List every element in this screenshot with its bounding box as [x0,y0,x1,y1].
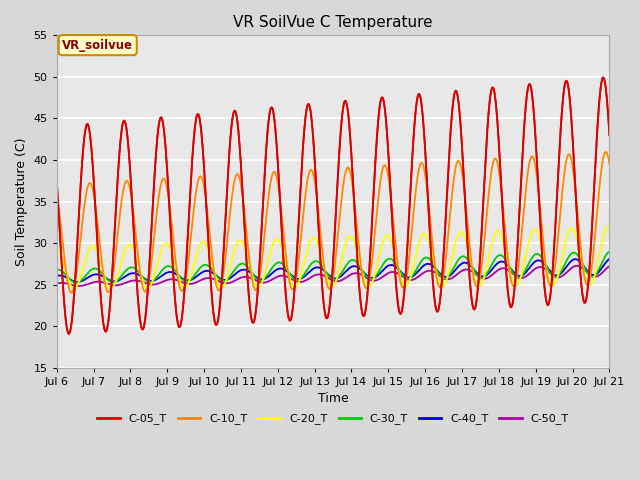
Line: C-50_T: C-50_T [57,266,609,286]
C-05_T [116,144,124,150]
C-05_T [599,74,607,80]
C-30_T [289,275,297,280]
Y-axis label: Soil Temperature (C): Soil Temperature (C) [15,137,28,266]
C-05_T [53,178,61,183]
C-05_T [265,116,273,121]
C-10_T [53,192,61,198]
C-20_T [605,224,612,229]
C-50_T [536,264,543,270]
C-10_T [536,196,543,202]
C-40_T [265,273,273,279]
C-30_T [536,252,543,258]
C-30_T [265,270,273,276]
C-40_T [595,269,603,275]
Line: C-05_T: C-05_T [57,77,609,334]
C-10_T [149,248,157,253]
C-05_T [289,305,297,311]
C-50_T [595,273,603,278]
C-20_T [289,282,297,288]
C-40_T [289,274,297,279]
C-50_T [289,277,297,283]
Line: C-40_T: C-40_T [57,259,609,282]
C-50_T [265,278,273,284]
Line: C-20_T: C-20_T [57,227,609,289]
C-20_T [595,255,603,261]
C-30_T [595,266,603,272]
C-50_T [75,283,83,289]
C-10_T [116,212,124,217]
C-10_T [289,287,297,292]
C-40_T [74,279,81,285]
C-40_T [149,278,157,284]
C-20_T [70,286,78,292]
C-30_T [116,275,124,281]
C-05_T [605,132,613,138]
Line: C-10_T: C-10_T [57,152,609,293]
Line: C-30_T: C-30_T [57,252,609,283]
C-50_T [116,282,124,288]
C-50_T [53,280,61,286]
C-40_T [536,258,543,264]
C-20_T [53,245,61,251]
C-30_T [72,280,80,286]
C-40_T [605,256,613,262]
C-05_T [149,204,157,209]
C-20_T [605,224,613,230]
C-10_T [602,149,609,155]
C-10_T [68,290,76,296]
C-05_T [595,106,603,111]
Legend: C-05_T, C-10_T, C-20_T, C-30_T, C-40_T, C-50_T: C-05_T, C-10_T, C-20_T, C-30_T, C-40_T, … [93,409,573,429]
C-30_T [53,267,61,273]
C-20_T [116,264,124,270]
C-30_T [605,249,613,254]
C-30_T [149,278,157,284]
Title: VR SoilVue C Temperature: VR SoilVue C Temperature [233,15,433,30]
C-10_T [605,162,613,168]
C-50_T [149,282,157,288]
C-05_T [536,202,543,207]
C-10_T [595,192,603,197]
C-40_T [53,273,61,279]
X-axis label: Time: Time [317,393,348,406]
C-50_T [573,263,580,269]
C-20_T [149,277,157,283]
C-20_T [536,234,543,240]
C-05_T [65,331,73,337]
C-20_T [265,255,273,261]
C-50_T [605,263,613,269]
C-40_T [116,277,124,283]
C-10_T [265,192,273,197]
Text: VR_soilvue: VR_soilvue [62,38,133,52]
